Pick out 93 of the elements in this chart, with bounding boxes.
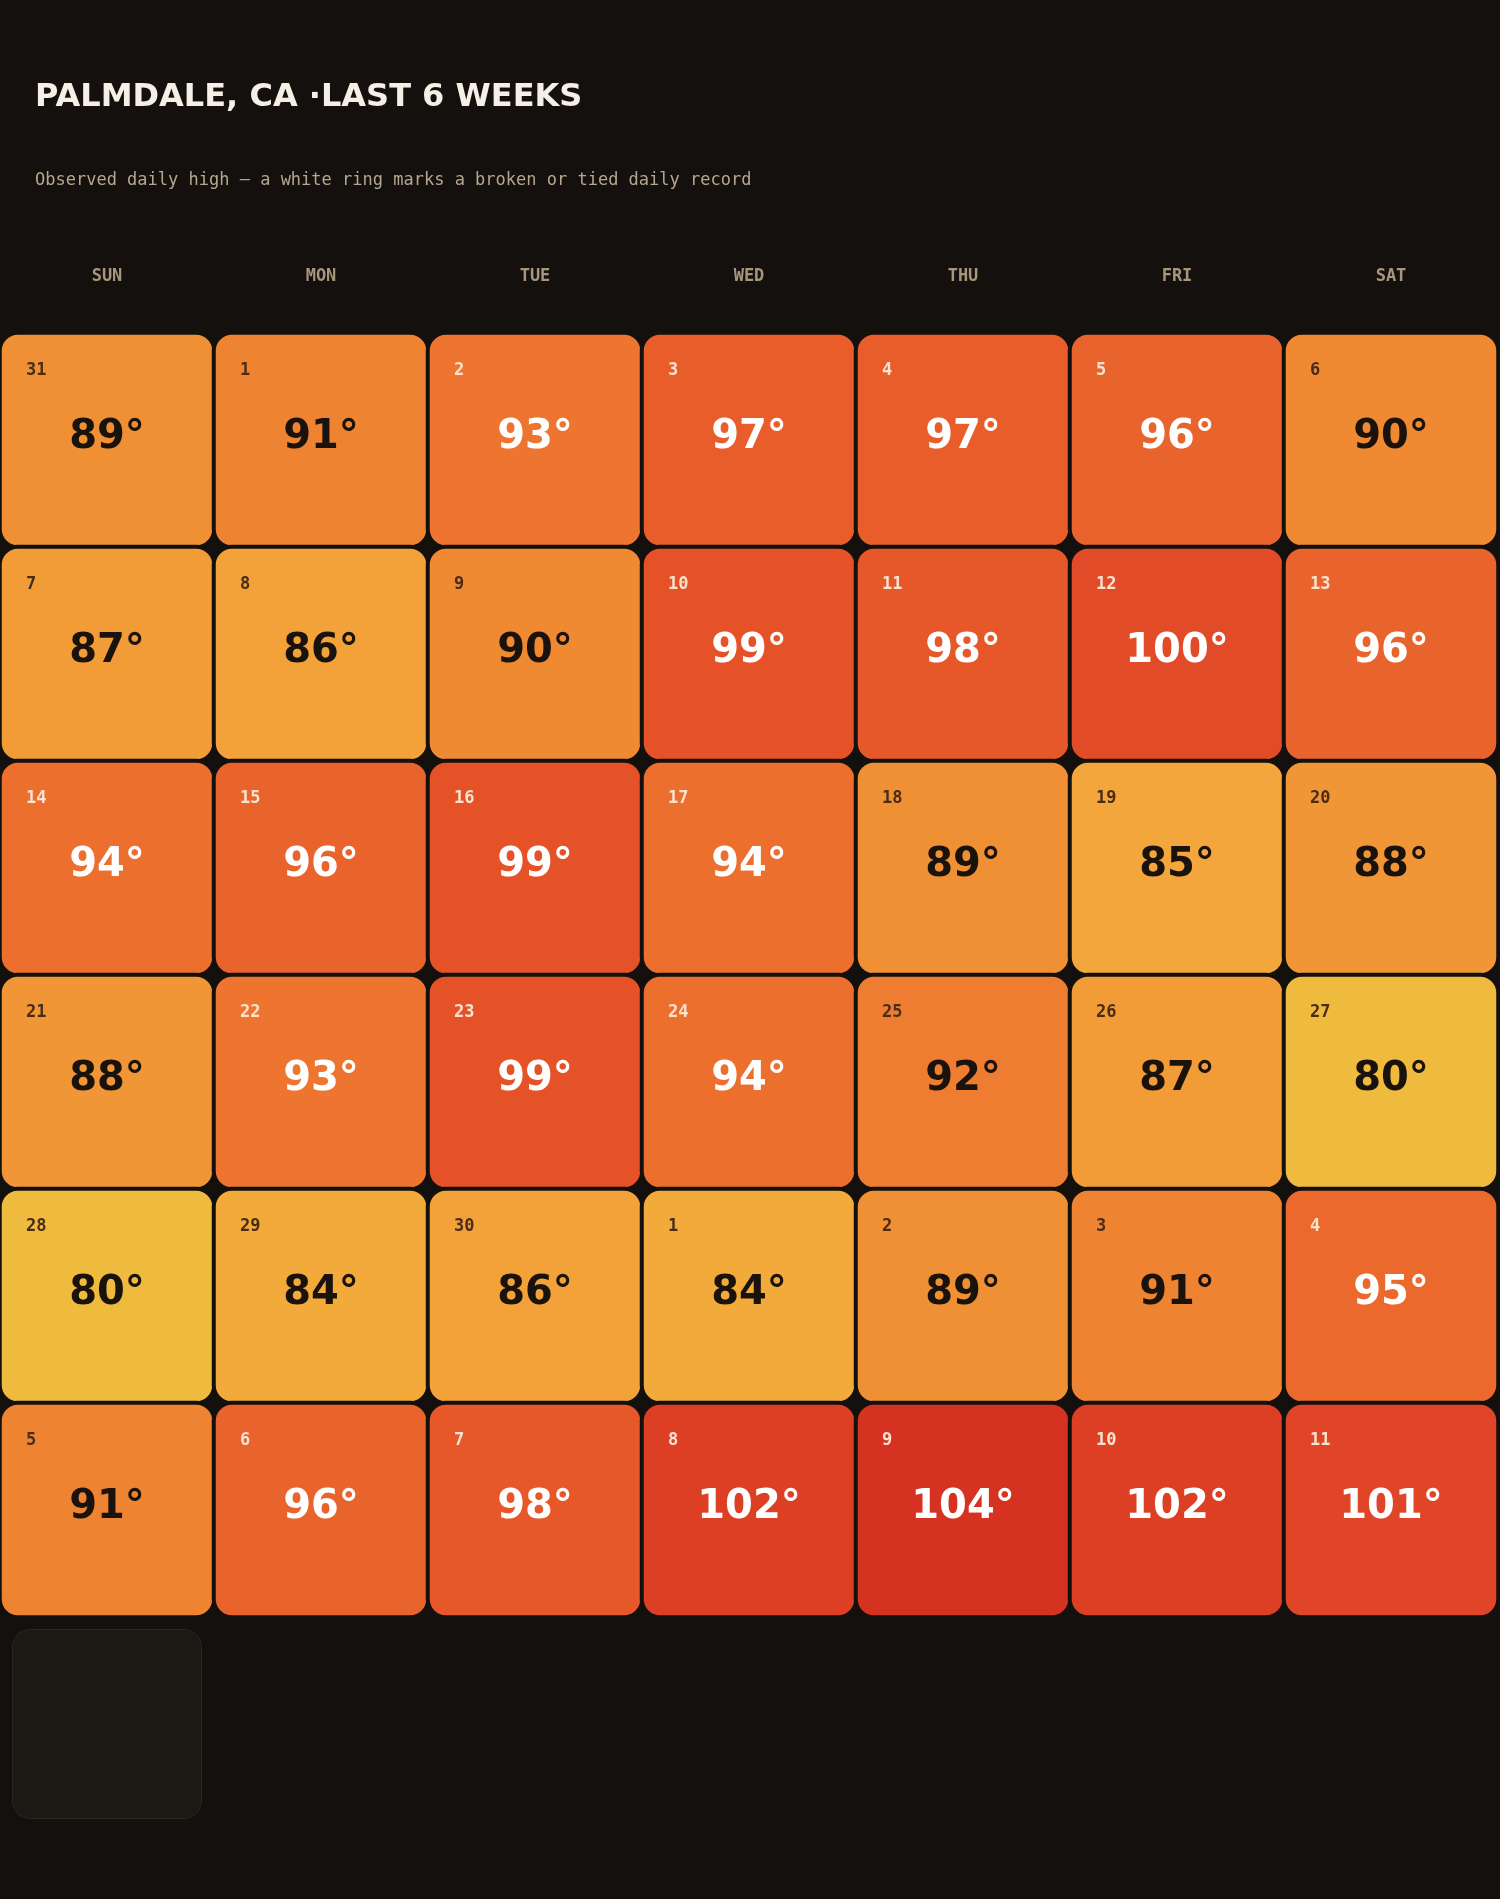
data-label: 84° — [711, 1267, 787, 1313]
annotation: 27 — [1310, 1001, 1331, 1021]
data-label: 89° — [69, 411, 145, 457]
annotation: 16 — [454, 787, 475, 807]
annotation: 6 — [240, 1429, 251, 1449]
data-label: 85° — [1139, 839, 1215, 885]
data-label: 101° — [1339, 1481, 1443, 1527]
annotation: 10 — [668, 573, 689, 593]
data-label: 97° — [925, 411, 1001, 457]
data-label: 90° — [1353, 411, 1429, 457]
annotation: 21 — [26, 1001, 47, 1021]
annotation: 4 — [882, 359, 893, 379]
data-label: 87° — [69, 625, 145, 671]
data-label: 98° — [925, 625, 1001, 671]
annotation: 4 — [1310, 1215, 1321, 1235]
annotation: 11 — [1310, 1429, 1331, 1449]
annotation: 8 — [240, 573, 251, 593]
data-label: 99° — [497, 839, 573, 885]
annotation: 17 — [668, 787, 689, 807]
data-label: 91° — [283, 411, 359, 457]
annotation: 2 — [882, 1215, 893, 1235]
data-label: 84° — [283, 1267, 359, 1313]
data-label: 80° — [1353, 1053, 1429, 1099]
annotation: 23 — [454, 1001, 475, 1021]
annotation: 28 — [26, 1215, 47, 1235]
x-tick-label: WED — [733, 264, 765, 285]
annotation: 1 — [668, 1215, 679, 1235]
data-label: 96° — [283, 1481, 359, 1527]
data-label: 104° — [911, 1481, 1015, 1527]
annotation: 8 — [668, 1429, 679, 1449]
annotation: 2 — [454, 359, 465, 379]
annotation: 7 — [26, 573, 37, 593]
annotation: 19 — [1096, 787, 1117, 807]
x-tick-label: FRI — [1161, 264, 1193, 285]
annotation: 25 — [882, 1001, 903, 1021]
data-label: 86° — [283, 625, 359, 671]
annotation: 31 — [26, 359, 47, 379]
data-label: 94° — [711, 1053, 787, 1099]
data-label: 102° — [1125, 1481, 1229, 1527]
annotation: 13 — [1310, 573, 1331, 593]
data-label: 96° — [283, 839, 359, 885]
annotation: 20 — [1310, 787, 1331, 807]
data-label: 96° — [1353, 625, 1429, 671]
data-label: 99° — [711, 625, 787, 671]
chart-title: PALMDALE, CA ·LAST 6 WEEKS — [35, 76, 583, 114]
annotation: 10 — [1096, 1429, 1117, 1449]
annotation: 3 — [1096, 1215, 1107, 1235]
data-label: 89° — [925, 1267, 1001, 1313]
data-label: 92° — [925, 1053, 1001, 1099]
annotation: 18 — [882, 787, 903, 807]
data-label: 97° — [711, 411, 787, 457]
data-label: 102° — [697, 1481, 801, 1527]
annotation: 5 — [26, 1429, 37, 1449]
data-label: 93° — [497, 411, 573, 457]
data-label: 99° — [497, 1053, 573, 1099]
chart-subtitle: Observed daily high — a white ring marks a broken or tied daily record — [35, 168, 752, 189]
annotation: 9 — [454, 573, 465, 593]
annotation: 7 — [454, 1429, 465, 1449]
data-label: 94° — [69, 839, 145, 885]
x-tick-label: TUE — [519, 264, 551, 285]
data-label: 87° — [1139, 1053, 1215, 1099]
annotation: 29 — [240, 1215, 261, 1235]
x-tick-label: MON — [305, 264, 337, 285]
data-label: 100° — [1125, 625, 1229, 671]
annotation: 15 — [240, 787, 261, 807]
data-label: 94° — [711, 839, 787, 885]
x-tick-label: THU — [947, 264, 979, 285]
annotation: 24 — [668, 1001, 689, 1021]
data-label: 98° — [497, 1481, 573, 1527]
x-tick-label: SUN — [91, 264, 123, 285]
annotation: 6 — [1310, 359, 1321, 379]
data-label: 95° — [1353, 1267, 1429, 1313]
data-label: 93° — [283, 1053, 359, 1099]
annotation: 14 — [26, 787, 47, 807]
annotation: 9 — [882, 1429, 893, 1449]
annotation: 26 — [1096, 1001, 1117, 1021]
annotation: 5 — [1096, 359, 1107, 379]
data-label: 96° — [1139, 411, 1215, 457]
data-label: 88° — [1353, 839, 1429, 885]
annotation: 1 — [240, 359, 251, 379]
data-label: 88° — [69, 1053, 145, 1099]
data-label: 90° — [497, 625, 573, 671]
annotation: 12 — [1096, 573, 1117, 593]
annotation: 3 — [668, 359, 679, 379]
data-label: 91° — [1139, 1267, 1215, 1313]
annotation: 22 — [240, 1001, 261, 1021]
annotation: 11 — [882, 573, 903, 593]
data-label: 91° — [69, 1481, 145, 1527]
data-label: 80° — [69, 1267, 145, 1313]
annotation: 30 — [454, 1215, 475, 1235]
x-tick-label: SAT — [1375, 264, 1407, 285]
data-label: 89° — [925, 839, 1001, 885]
data-label: 86° — [497, 1267, 573, 1313]
